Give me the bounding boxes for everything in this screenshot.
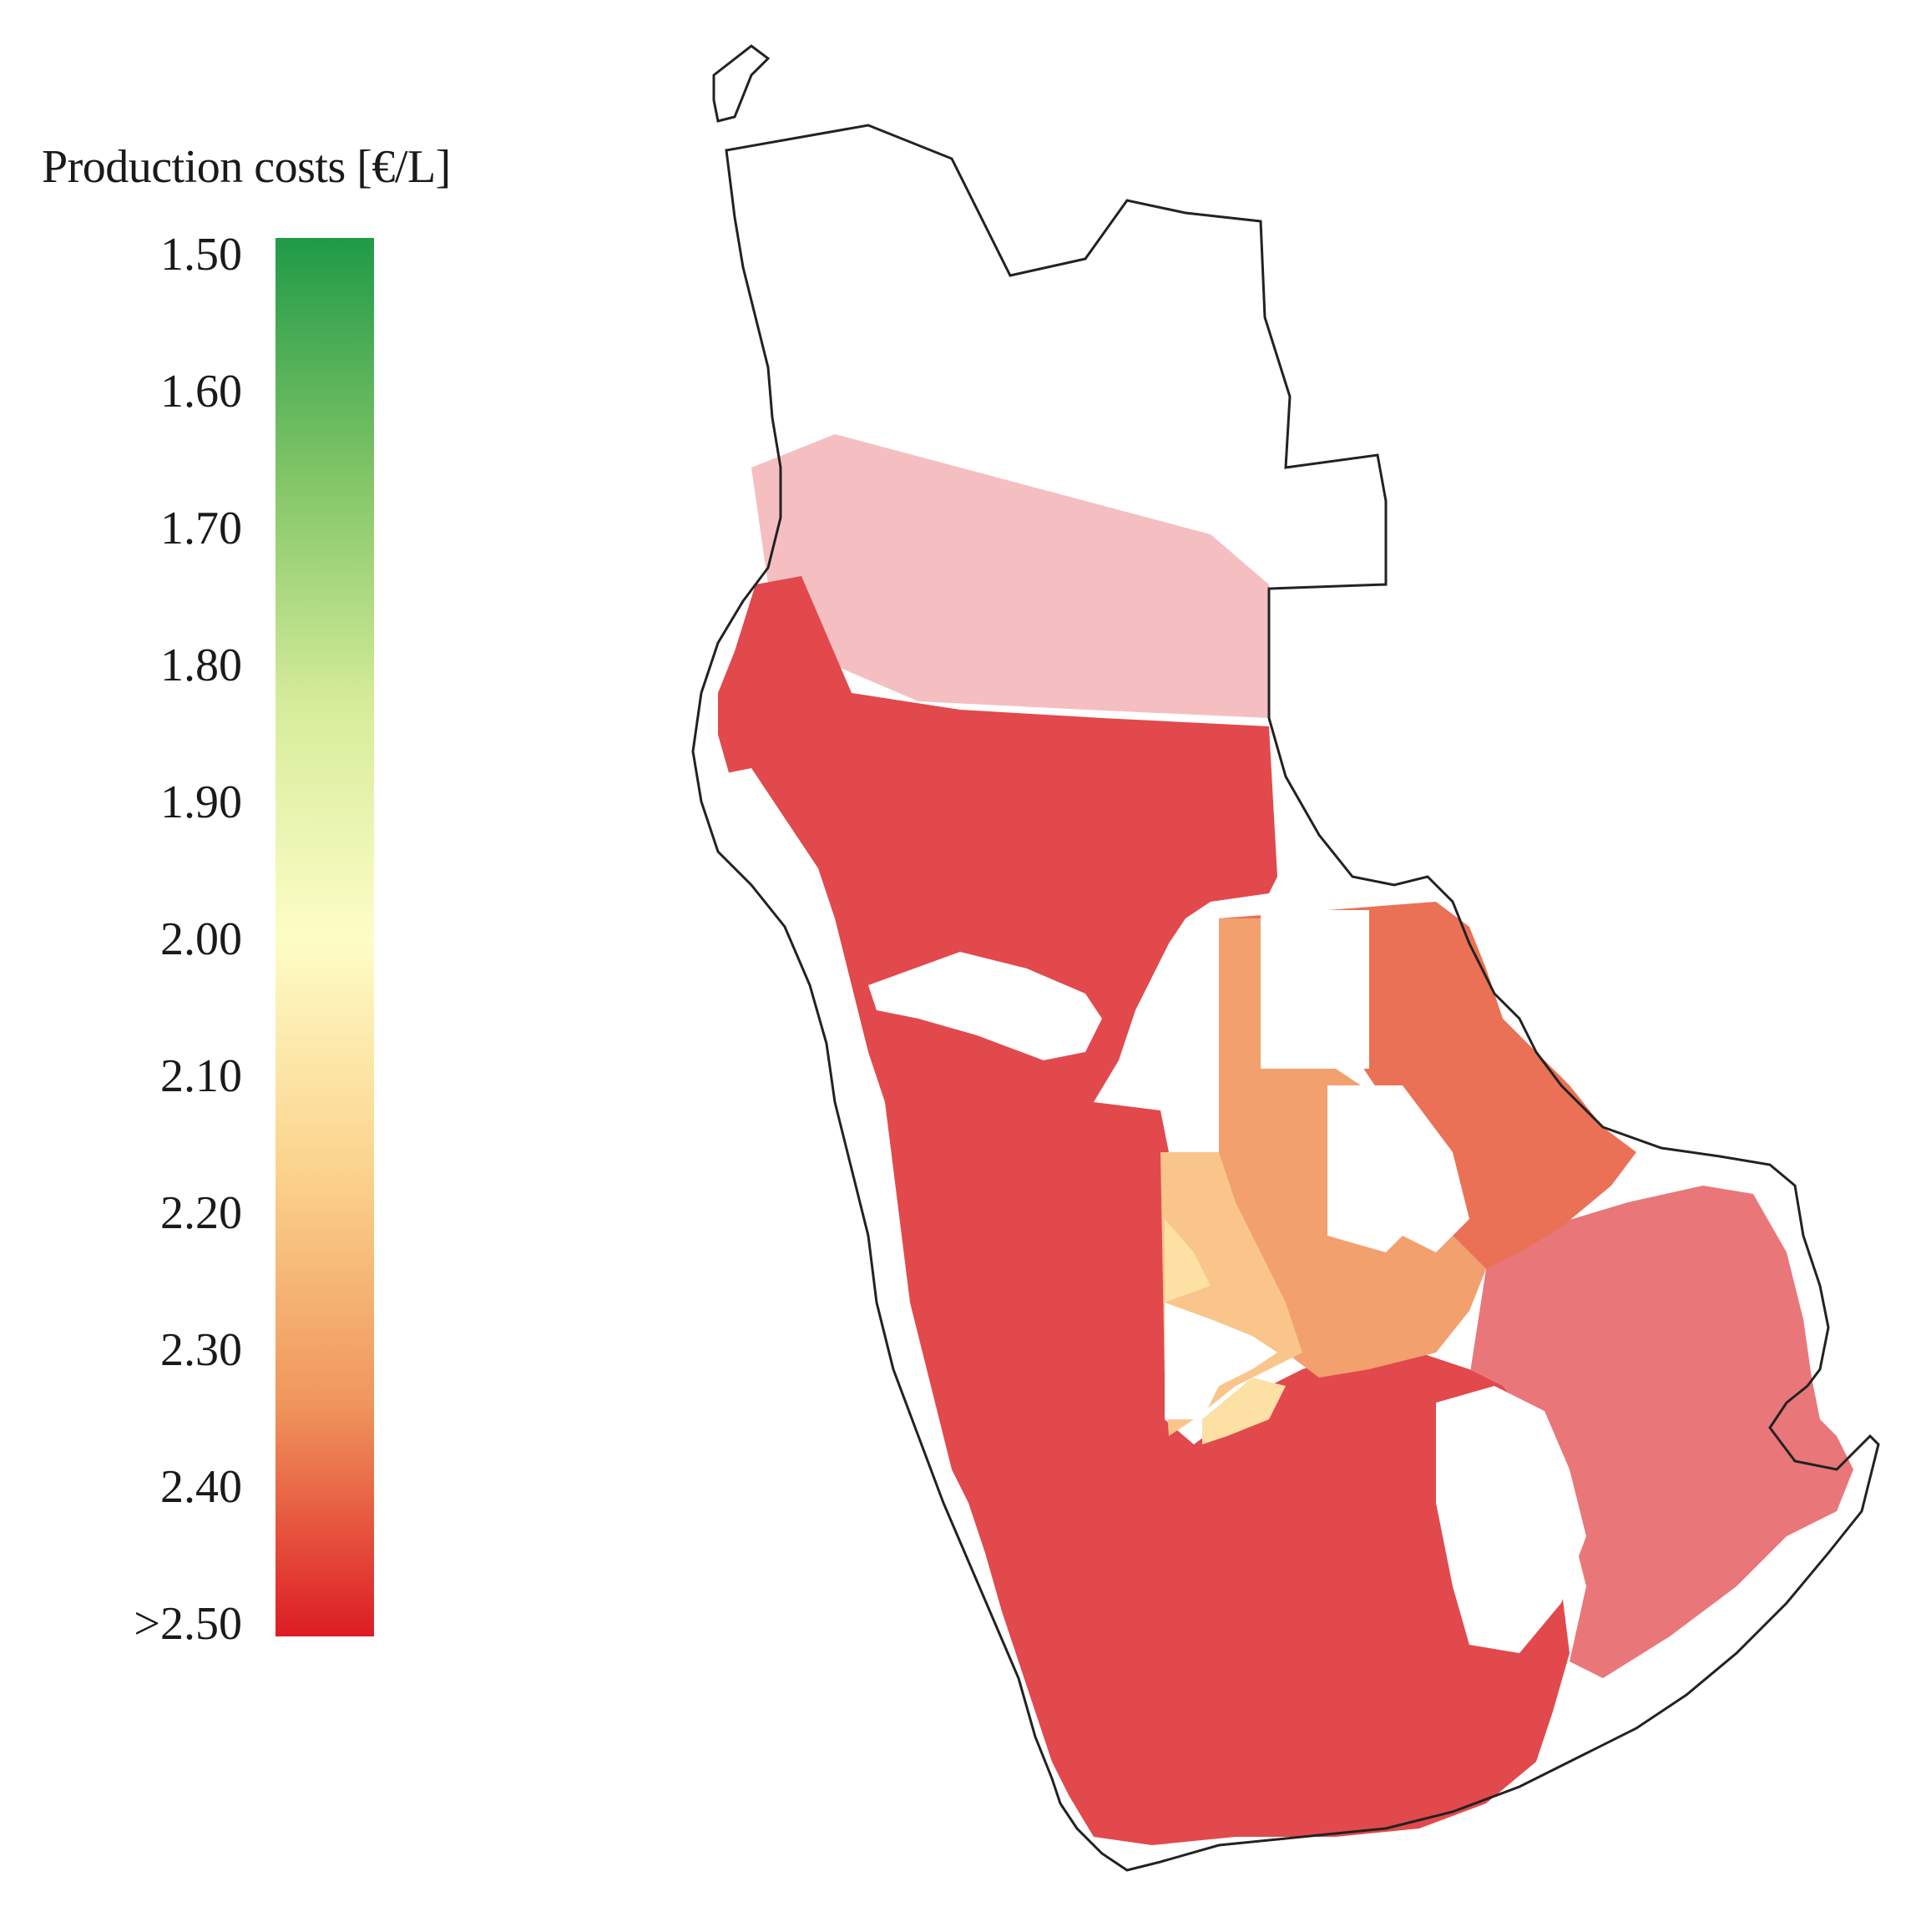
region-high-cost-south-west bbox=[718, 576, 1570, 1845]
colorbar-tick-label: 1.80 bbox=[160, 640, 242, 691]
gap-east-core bbox=[1327, 1085, 1469, 1252]
gap-west-lake bbox=[868, 952, 1102, 1060]
colorbar-tick-label: 2.40 bbox=[160, 1461, 242, 1513]
colorbar-tick-label: 2.10 bbox=[160, 1050, 242, 1102]
colorbar-tick-label: 1.70 bbox=[160, 503, 242, 554]
region-pale bbox=[1165, 1219, 1286, 1444]
country-outline bbox=[691, 44, 1880, 1872]
legend: Production costs [€/L] 1.50 1.60 1.70 1.80 1… bbox=[0, 0, 534, 1932]
colorbar bbox=[276, 238, 374, 1636]
region-scattered-north bbox=[751, 434, 1269, 718]
gap-central bbox=[1261, 910, 1369, 1069]
colorbar-tick-label: 1.60 bbox=[160, 366, 242, 417]
region-scattered-east bbox=[1469, 1186, 1853, 1678]
gap-southeast-white bbox=[1436, 1386, 1586, 1653]
colorbar-tick-label: >2.50 bbox=[134, 1598, 242, 1650]
colorbar-tick-label: 2.00 bbox=[160, 913, 242, 965]
colorbar-tick-label: 2.30 bbox=[160, 1324, 242, 1376]
colorbar-tick-label: 2.20 bbox=[160, 1187, 242, 1239]
legend-title: Production costs [€/L] bbox=[42, 141, 451, 193]
colorbar-tick-label: 1.90 bbox=[160, 776, 242, 828]
colorbar-tick-label: 1.50 bbox=[160, 229, 242, 281]
gap-south-centre bbox=[1165, 1302, 1277, 1419]
map bbox=[691, 44, 1880, 1872]
gap-coastal-west bbox=[710, 768, 998, 1620]
